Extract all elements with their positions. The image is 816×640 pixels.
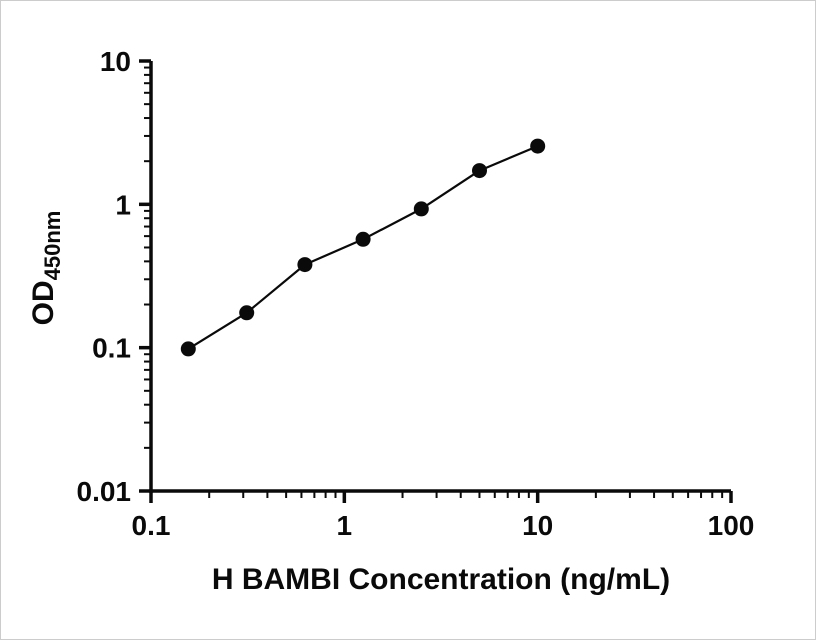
data-point [355,231,371,247]
data-point [472,163,487,179]
y-axis-title: OD450nm [27,211,65,326]
fit-line [187,145,539,350]
x-tick-label: 1 [337,510,353,541]
x-axis-title: H BAMBI Concentration (ng/mL) [212,563,670,596]
data-point [239,305,255,321]
data-point [413,201,429,217]
x-tick-label: 100 [708,510,755,541]
data-layer [180,138,546,357]
y-tick-label: 10 [100,46,131,77]
y-tick-label: 0.1 [92,333,131,364]
y-tick-label: 1 [115,189,131,220]
data-point [530,138,546,154]
x-tick-label: 0.1 [132,510,171,541]
y-tick-label: 0.01 [77,476,132,507]
x-tick-label: 10 [522,510,553,541]
data-point [180,341,196,357]
data-point [297,257,313,273]
